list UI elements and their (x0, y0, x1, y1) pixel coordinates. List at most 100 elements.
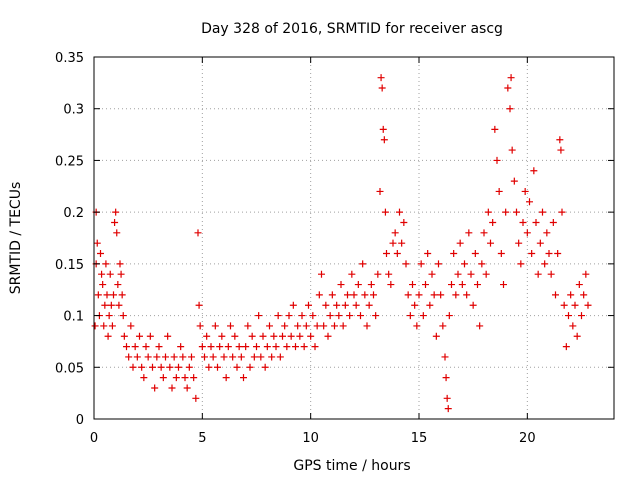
data-point (104, 332, 112, 340)
data-point (443, 394, 451, 402)
data-point (125, 353, 133, 361)
data-point (569, 322, 577, 330)
data-point (105, 312, 113, 320)
data-point (136, 332, 143, 340)
data-point (116, 260, 124, 268)
data-point (168, 384, 176, 392)
data-point (387, 281, 395, 289)
data-point (120, 332, 128, 340)
data-point (138, 363, 146, 371)
data-point (508, 146, 516, 154)
x-tick-label: 0 (90, 431, 98, 446)
data-point (367, 281, 375, 289)
data-point (458, 281, 466, 289)
data-point (294, 322, 302, 330)
data-point (337, 281, 345, 289)
data-point (270, 332, 278, 340)
data-point (432, 332, 440, 340)
data-point (463, 291, 471, 299)
data-point (244, 322, 252, 330)
data-point (283, 343, 291, 351)
y-tick-label: 0.3 (63, 103, 84, 118)
data-point (396, 208, 403, 216)
data-point (528, 250, 536, 258)
data-point (582, 270, 590, 278)
data-point (346, 312, 354, 320)
y-axis-ticks: 0 0.05 0.1 0.15 0.2 0.25 0.3 0.35 (55, 51, 614, 428)
data-point (257, 353, 265, 361)
data-point (389, 239, 397, 247)
data-point (376, 187, 384, 195)
plot-frame (93, 56, 615, 420)
data-point (324, 332, 332, 340)
data-point (385, 270, 393, 278)
data-point (242, 343, 250, 351)
data-point (335, 312, 343, 320)
data-point (554, 250, 562, 258)
data-point (437, 291, 445, 299)
data-point (307, 332, 315, 340)
data-point (552, 291, 559, 299)
data-point (153, 353, 161, 361)
data-point (442, 374, 450, 382)
data-point (359, 260, 367, 268)
data-point (354, 281, 362, 289)
data-point (402, 260, 410, 268)
data-point (110, 291, 117, 299)
data-point (146, 332, 154, 340)
y-tick-label: 0.15 (55, 258, 84, 273)
data-point (567, 291, 575, 299)
data-point (523, 229, 531, 237)
data-point (231, 332, 239, 340)
data-point (448, 281, 455, 289)
data-point (229, 353, 237, 361)
data-point (266, 322, 273, 330)
y-tick-label: 0 (76, 413, 84, 428)
data-point (253, 343, 260, 351)
data-point (195, 301, 203, 309)
data-point (209, 353, 217, 361)
data-point (93, 239, 101, 247)
data-point (575, 281, 583, 289)
data-point (302, 322, 310, 330)
data-point (370, 291, 377, 299)
data-point (391, 229, 399, 237)
data-point (268, 353, 276, 361)
y-tick-label: 0.25 (55, 154, 84, 169)
data-point (547, 270, 555, 278)
data-point (377, 74, 385, 82)
data-point (311, 343, 319, 351)
data-point (216, 343, 224, 351)
data-point (415, 291, 423, 299)
data-point (400, 218, 408, 226)
data-point (480, 229, 488, 237)
grid-lines (94, 57, 614, 419)
data-point (117, 270, 125, 278)
data-point (515, 239, 523, 247)
data-point (263, 343, 271, 351)
data-point (170, 353, 178, 361)
data-point (365, 301, 373, 309)
data-point (507, 74, 515, 82)
data-point (127, 322, 135, 330)
data-point (318, 270, 325, 278)
data-point (320, 322, 328, 330)
data-point (417, 260, 425, 268)
data-point (305, 301, 312, 309)
data-point (179, 353, 187, 361)
data-point (444, 405, 452, 413)
x-tick-label: 20 (519, 431, 536, 446)
data-point (255, 312, 263, 320)
data-point (112, 208, 120, 216)
data-point (166, 363, 174, 371)
data-point (246, 363, 254, 371)
data-point (383, 250, 390, 258)
data-point (106, 270, 114, 278)
data-point (94, 291, 102, 299)
data-point (445, 312, 453, 320)
data-point (517, 260, 525, 268)
data-point (248, 332, 256, 340)
data-point (344, 291, 351, 299)
data-point (190, 374, 198, 382)
